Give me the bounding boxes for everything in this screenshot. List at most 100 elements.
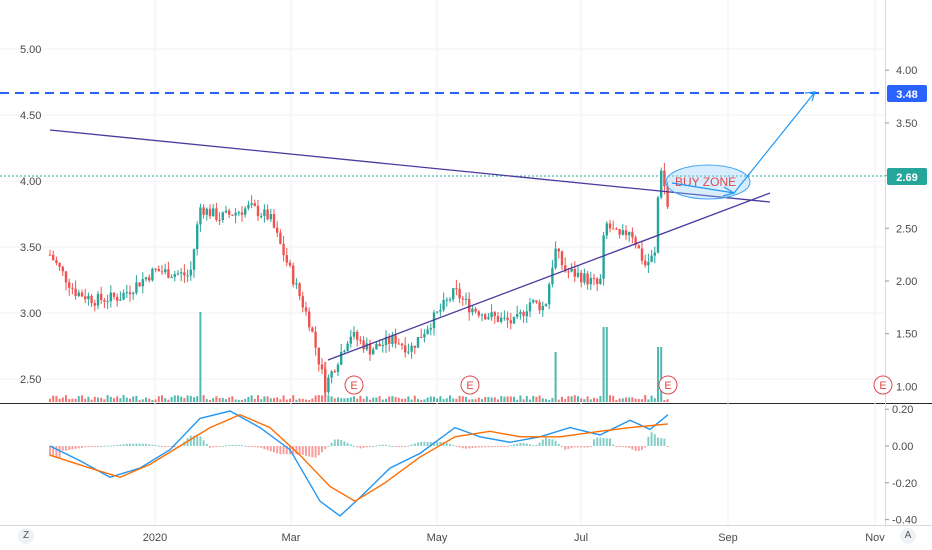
volume-bar [356,398,359,402]
macd-hist-bar [385,444,387,446]
macd-tick-label: 0.00 [892,441,913,453]
candle-body [320,364,324,370]
macd-hist-bar [125,443,128,446]
macd-hist-bar [573,446,576,448]
macd-hist-bar [116,444,119,446]
volume-bar [218,398,221,402]
candle-body [173,274,176,277]
volume-bar [413,395,416,402]
candle-body [596,278,599,284]
candle-body [186,275,189,277]
macd-hist-bar [93,446,96,447]
auto-scale-button[interactable]: A [900,528,916,544]
volume-bar [106,395,109,402]
macd-hist-bar [173,446,176,447]
macd-hist-bar [487,446,490,448]
candle-body [189,269,192,276]
macd-hist-bar [157,445,160,447]
candle-body [516,314,519,317]
candle-body [244,208,247,215]
candle-body [170,276,173,278]
macd-hist-bar [423,441,426,446]
earnings-marker [344,375,364,395]
candle-body [55,260,58,263]
macd-hist-bar [538,442,541,446]
candle-body [128,292,132,295]
candle-body [282,243,285,256]
volume-bar [109,396,112,402]
candle-body [340,351,343,365]
volume-bar [308,399,311,402]
macd-hist-bar [618,446,621,447]
candle-body [141,279,144,287]
volume-bar [193,397,195,402]
candle-body [359,339,362,341]
macd-hist-bar [202,440,205,446]
volume-bar [461,396,464,402]
timezone-button[interactable]: Z [18,528,34,544]
volume-bar [593,397,595,402]
macd-hist-bar [55,446,58,458]
candle-body [250,203,253,205]
candle-body [87,295,90,300]
volume-bar [247,396,250,402]
candle-body [580,272,583,283]
macd-hist-bar [589,446,592,447]
macd-hist-bar [609,438,611,446]
macd-hist-bar [81,446,83,448]
macd-hist-bar [58,446,61,458]
macd-hist-bar [279,446,282,455]
volume-bar [634,398,637,402]
candle-body [96,293,100,306]
candle-body [93,303,96,306]
volume-bar [365,396,368,402]
volume-bar [557,399,560,402]
candle-body [605,223,608,236]
volume-bar [359,395,362,402]
macd-hist-bar [484,446,487,448]
candle-body [480,314,484,316]
macd-hist-bar [551,439,554,446]
volume-bar [369,399,371,402]
candle-body [544,304,548,306]
volume-bar [327,395,330,402]
macd-hist-bar [369,446,371,447]
macd-hist-bar [61,446,64,451]
svg-text:3.48: 3.48 [896,89,917,101]
candle-body [538,302,541,311]
volume-bar [516,399,519,402]
macd-hist-bar [84,446,87,448]
right-tick-label: 1.00 [896,381,917,393]
candle-body [269,214,272,220]
macd-hist-bar [452,445,455,447]
macd-hist-bar [263,446,266,450]
volume-bar [269,398,272,402]
volume-bar [295,399,298,402]
candle-body [477,311,480,316]
macd-hist-bar [631,446,634,450]
candlesticks [48,162,669,398]
volume-bar [157,396,160,402]
macd-hist-bar [234,444,237,446]
candle-body [612,228,615,230]
candle-body [532,300,535,303]
candle-body [58,262,61,267]
volume-bar [477,397,480,402]
macd-hist-bar [327,445,330,447]
candle-body [346,343,349,351]
earnings-marker [460,375,480,395]
candle-body [586,273,589,285]
candle-body [503,317,506,319]
candle-body [228,210,231,215]
volume-bar [484,397,487,402]
candle-body [458,288,461,299]
candle-body [308,311,311,328]
macd-hist-bar [241,445,243,447]
volume-bar [164,398,167,402]
candle-body [288,262,292,266]
volume-bar [541,398,544,402]
macd-hist-bar [151,444,154,446]
left-tick-label: 3.00 [20,308,41,320]
macd-hist-bar [519,442,522,446]
